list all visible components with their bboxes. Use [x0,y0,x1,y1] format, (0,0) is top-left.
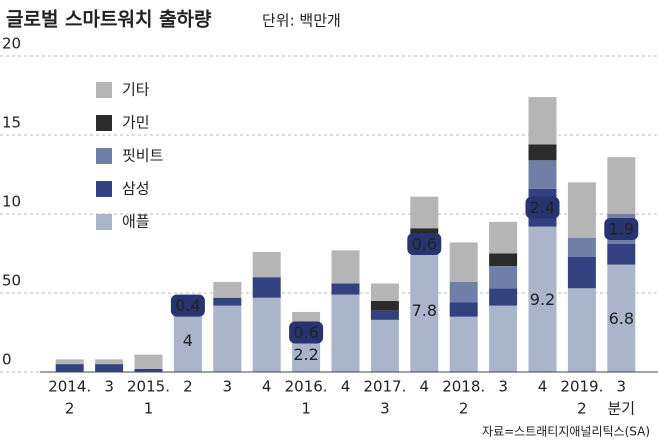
bar-segment [173,308,202,372]
x-tick-label: 3 [380,400,390,418]
y-tick-label: 15 [2,114,21,132]
bar-segment [528,144,557,161]
x-tick-label: 2015. [127,378,170,396]
bar-segment [489,305,518,372]
legend-swatch [96,214,112,230]
bar-segment [252,277,281,298]
value-label-box [407,233,442,256]
bar-segment [55,364,84,372]
value-label-box [289,321,324,344]
x-tick-label: 2017. [363,378,406,396]
legend-label: 기타 [122,81,150,99]
value-label: 9.2 [530,290,555,309]
x-tick-label: 2 [183,378,193,396]
chart-title: 글로벌 스마트워치 출하량 [6,9,212,31]
bar-segment [213,305,242,372]
value-label: 1.9 [609,220,634,239]
value-label: 0.4 [175,296,200,315]
bar-segment [528,97,557,145]
value-label: 2.2 [293,345,318,364]
x-tick-label: 1 [144,400,154,418]
x-tick-label: 2018. [442,378,485,396]
x-tick-label: 2 [459,400,469,418]
legend-swatch [96,148,112,164]
y-tick-label: 50 [2,272,21,290]
x-tick-label: 2 [65,400,75,418]
y-tick-label: 0 [2,351,12,369]
bar-segment [331,294,360,372]
bar-segment [95,364,124,372]
x-tick-label: 4 [262,378,272,396]
bar-segment [213,281,242,298]
bar-segment [489,253,518,267]
bar-segment [252,297,281,372]
x-tick-label: 2014. [48,378,91,396]
value-label-box [170,294,205,317]
legend-label: 핏비트 [122,147,164,165]
bar-segment [607,157,636,214]
legend-swatch [96,181,112,197]
bar-segment [410,248,439,372]
x-tick-label: 1 [301,400,311,418]
bar-segment [252,251,281,278]
legend-swatch [96,115,112,131]
bar-segment [449,281,478,303]
bar-segment [489,288,518,306]
bar-segment [607,244,636,265]
bar-segment [95,359,124,365]
legend-label: 애플 [122,213,150,231]
value-label: 2.4 [530,198,555,217]
bar-segment [370,319,399,372]
bar-segment [410,196,439,229]
value-label: 0.6 [412,235,437,254]
value-label: 4 [183,331,193,350]
bar-segment [449,242,478,282]
value-label: 0.6 [293,323,318,342]
x-tick-label: 3 [104,378,114,396]
x-tick-label: 4 [538,378,548,396]
legend-swatch [96,82,112,98]
bar-segment [370,283,399,301]
x-tick-label: 2 [577,400,587,418]
value-label-box [604,218,639,241]
x-tick-label: 3 [617,378,627,396]
bar-segment [489,266,518,289]
x-tick-label: 3 [498,378,508,396]
bar-segment [331,283,360,295]
bar-segment [607,264,636,372]
bar-segment [567,256,596,289]
bar-segment [55,359,84,365]
bar-segment [213,297,242,306]
y-tick-label: 20 [2,35,21,53]
bar-segment [449,316,478,372]
x-tick-label: 분기 [607,400,635,418]
legend-label: 삼성 [122,180,150,198]
bar-segment [528,226,557,372]
y-tick-label: 10 [2,193,21,211]
bar-segment [567,182,596,238]
bar-segment [528,160,557,189]
bar-segment [331,250,360,284]
bar-segment [489,221,518,254]
x-tick-label: 2016. [285,378,328,396]
value-label: 6.8 [609,309,634,328]
bar-segment [370,300,399,311]
legend-label: 가민 [122,114,150,132]
bar-segment [567,288,596,372]
x-tick-label: 4 [341,378,351,396]
bar-segment [449,302,478,317]
value-label-box [525,196,560,219]
source: 자료=스트래티지애널리틱스(SA) [482,425,650,439]
bar-segment [134,368,163,372]
bar-segment [370,310,399,320]
x-tick-label: 2019. [560,378,603,396]
x-tick-label: 4 [420,378,430,396]
chart-subtitle: 단위: 백만개 [262,12,341,30]
x-tick-label: 3 [223,378,233,396]
bar-segment [567,237,596,257]
bar-segment [134,354,163,369]
value-label: 7.8 [412,301,437,320]
